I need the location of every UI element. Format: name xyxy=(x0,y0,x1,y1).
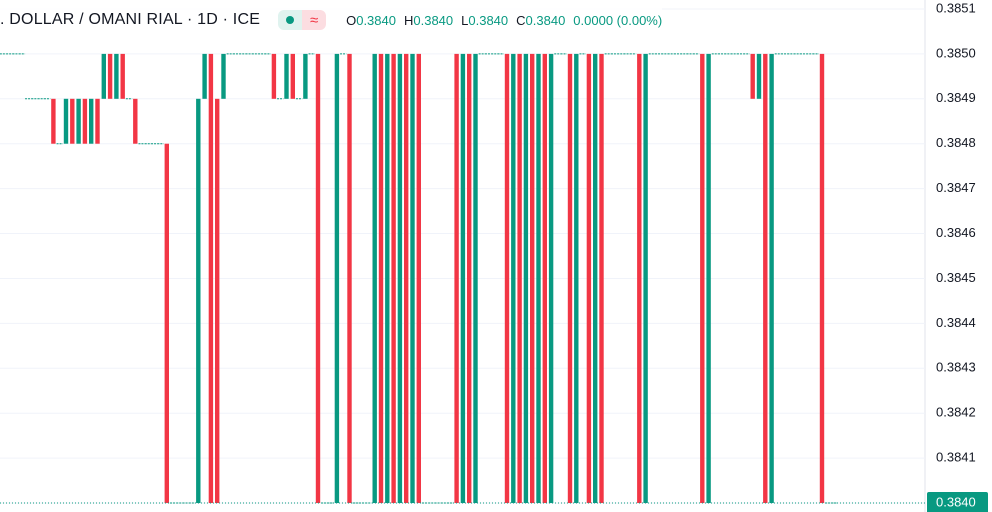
y-tick-label: 0.3844 xyxy=(936,315,976,330)
candle-body xyxy=(599,53,604,504)
ohlc-value: 0.3840 xyxy=(468,12,509,28)
candle-body xyxy=(372,53,377,504)
ohlc-key: C xyxy=(516,12,526,28)
ohlc-key: O xyxy=(346,12,357,28)
candle-body xyxy=(120,53,125,99)
candle-body xyxy=(208,53,214,504)
candle-body xyxy=(586,53,592,504)
ohlc-item: H0.3840 xyxy=(404,13,453,28)
candle-body xyxy=(95,98,100,144)
candle-body xyxy=(454,53,459,504)
ohlc-key: L xyxy=(461,12,469,28)
last-price-label: 0.3840 xyxy=(936,494,976,509)
candle-body xyxy=(63,98,69,144)
candle-body xyxy=(303,53,308,99)
candle-body xyxy=(819,53,825,504)
candle-body xyxy=(221,53,226,99)
candle-body xyxy=(517,53,522,504)
ohlc-item: O0.3840 xyxy=(346,13,396,28)
candle-body xyxy=(460,53,466,504)
ohlc-key: H xyxy=(403,12,414,28)
y-tick-label: 0.3851 xyxy=(936,0,976,15)
candle-body xyxy=(574,53,579,504)
header: . DOLLAR / OMANI RIAL · 1D · ICE ≈ O0.38… xyxy=(0,8,663,32)
ohlc-item: L0.3840 xyxy=(461,13,508,28)
candle-body xyxy=(391,53,396,504)
candle-body xyxy=(215,98,220,504)
ohlc-value: 0.3840 xyxy=(525,12,566,28)
candle-body xyxy=(536,53,541,504)
candle-body xyxy=(511,53,516,504)
candle-body xyxy=(763,53,768,504)
delayed-status[interactable]: ≈ xyxy=(302,10,327,30)
candle-body xyxy=(101,53,106,99)
candle-body xyxy=(769,53,774,504)
candle-body xyxy=(523,53,529,504)
candle-body xyxy=(315,53,321,504)
candle-body xyxy=(89,98,94,144)
y-tick-label: 0.3843 xyxy=(936,360,976,375)
candle-body xyxy=(548,53,554,504)
candle-body xyxy=(504,53,510,504)
y-tick-label: 0.3850 xyxy=(936,45,976,60)
candle-body xyxy=(404,53,409,504)
last-price-tag xyxy=(927,492,988,512)
candle-body xyxy=(542,53,547,504)
y-tick-label: 0.3846 xyxy=(936,225,976,240)
candle-body xyxy=(385,53,390,504)
market-status[interactable] xyxy=(278,10,303,30)
ohlc-item: C0.3840 xyxy=(516,13,565,28)
candle-body xyxy=(70,98,75,144)
candle-body xyxy=(202,53,207,99)
status-dot xyxy=(286,16,295,24)
candle-body xyxy=(51,98,56,144)
candle-body xyxy=(334,53,340,504)
status-pill[interactable]: ≈ xyxy=(278,10,327,30)
candle-body xyxy=(164,143,169,504)
symbol-title: . DOLLAR / OMANI RIAL · 1D · ICE xyxy=(0,11,261,28)
candle-body xyxy=(700,53,705,504)
candle-body xyxy=(567,53,573,504)
y-tick-label: 0.3849 xyxy=(936,90,976,105)
ohlc-value: 0.3840 xyxy=(413,12,454,28)
candle-body xyxy=(133,98,138,144)
candle-body xyxy=(196,98,201,504)
y-tick-label: 0.3847 xyxy=(936,180,976,195)
candle-body xyxy=(397,53,403,504)
y-tick-label: 0.3848 xyxy=(936,135,976,150)
candle-body xyxy=(114,53,119,99)
y-tick-label: 0.3841 xyxy=(936,450,976,465)
candle-body xyxy=(467,53,472,504)
change-value: 0.0000 (0.00%) xyxy=(573,12,663,28)
candle-body xyxy=(750,53,755,99)
candle-body xyxy=(416,53,421,504)
y-tick-label: 0.3842 xyxy=(936,405,976,420)
candle-body xyxy=(706,53,711,504)
candle-body xyxy=(756,53,762,99)
candle-body xyxy=(593,53,598,504)
candle-body xyxy=(82,98,88,144)
candle-body xyxy=(271,53,277,99)
ohlc-value: 0.3840 xyxy=(356,12,396,28)
candle-body xyxy=(473,53,478,504)
candle-body xyxy=(378,53,384,504)
candle-body xyxy=(290,53,295,99)
candle-body xyxy=(410,53,415,504)
ohlc-values: O0.3840 H0.3840 L0.3840 C0.3840 0.0000 (0.00… xyxy=(346,13,662,28)
candle-body xyxy=(643,53,648,504)
candle-body xyxy=(637,53,642,504)
candle-body xyxy=(107,53,113,99)
candle-body xyxy=(530,53,535,504)
candle-body xyxy=(284,53,289,99)
candle-body xyxy=(347,53,352,504)
y-tick-label: 0.3845 xyxy=(936,270,976,285)
candle-body xyxy=(76,98,81,144)
